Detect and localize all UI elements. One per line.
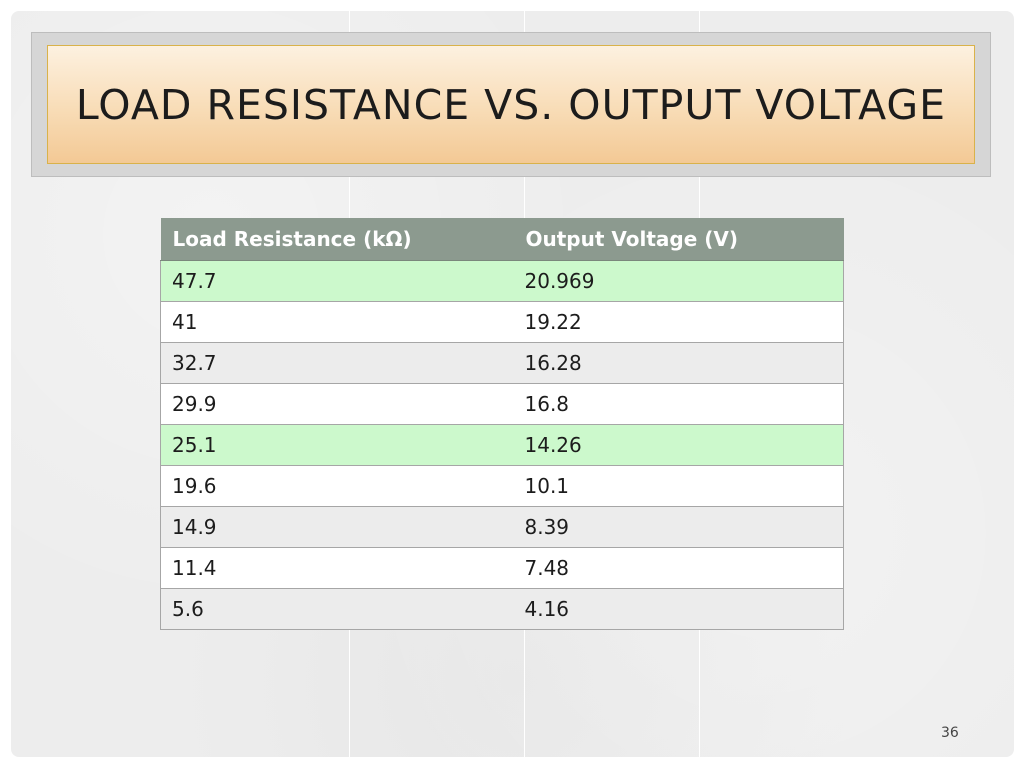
cell-load-resistance: 25.1: [160, 424, 514, 466]
table-header-row: Load Resistance (kΩ) Output Voltage (V): [160, 218, 844, 261]
data-table: Load Resistance (kΩ) Output Voltage (V) …: [160, 218, 844, 630]
table-row: 32.7 16.28: [160, 342, 844, 384]
cell-output-voltage: 14.26: [513, 424, 844, 466]
cell-load-resistance: 29.9: [160, 383, 514, 425]
cell-load-resistance: 14.9: [160, 506, 514, 548]
column-header-output-voltage: Output Voltage (V): [513, 218, 844, 261]
cell-output-voltage: 16.8: [513, 383, 844, 425]
table-row: 41 19.22: [160, 301, 844, 343]
slide-title: LOAD RESISTANCE VS. OUTPUT VOLTAGE: [75, 80, 947, 129]
cell-load-resistance: 19.6: [160, 465, 514, 507]
table-row: 14.9 8.39: [160, 506, 844, 548]
table-row: 5.6 4.16: [160, 588, 844, 630]
slide: LOAD RESISTANCE VS. OUTPUT VOLTAGE Load …: [11, 11, 1014, 757]
page-number: 36: [941, 725, 959, 741]
cell-output-voltage: 20.969: [513, 260, 844, 302]
cell-load-resistance: 11.4: [160, 547, 514, 589]
cell-output-voltage: 4.16: [513, 588, 844, 630]
column-header-load-resistance: Load Resistance (kΩ): [160, 218, 514, 261]
cell-load-resistance: 5.6: [160, 588, 514, 630]
title-box: LOAD RESISTANCE VS. OUTPUT VOLTAGE: [47, 45, 975, 164]
data-table-container: Load Resistance (kΩ) Output Voltage (V) …: [160, 218, 844, 630]
cell-output-voltage: 8.39: [513, 506, 844, 548]
cell-load-resistance: 32.7: [160, 342, 514, 384]
title-frame: LOAD RESISTANCE VS. OUTPUT VOLTAGE: [31, 32, 991, 177]
table-row: 11.4 7.48: [160, 547, 844, 589]
cell-output-voltage: 19.22: [513, 301, 844, 343]
cell-load-resistance: 41: [160, 301, 514, 343]
table-row: 47.7 20.969: [160, 260, 844, 302]
table-row: 19.6 10.1: [160, 465, 844, 507]
cell-load-resistance: 47.7: [160, 260, 514, 302]
cell-output-voltage: 16.28: [513, 342, 844, 384]
cell-output-voltage: 7.48: [513, 547, 844, 589]
table-row: 25.1 14.26: [160, 424, 844, 466]
cell-output-voltage: 10.1: [513, 465, 844, 507]
table-row: 29.9 16.8: [160, 383, 844, 425]
